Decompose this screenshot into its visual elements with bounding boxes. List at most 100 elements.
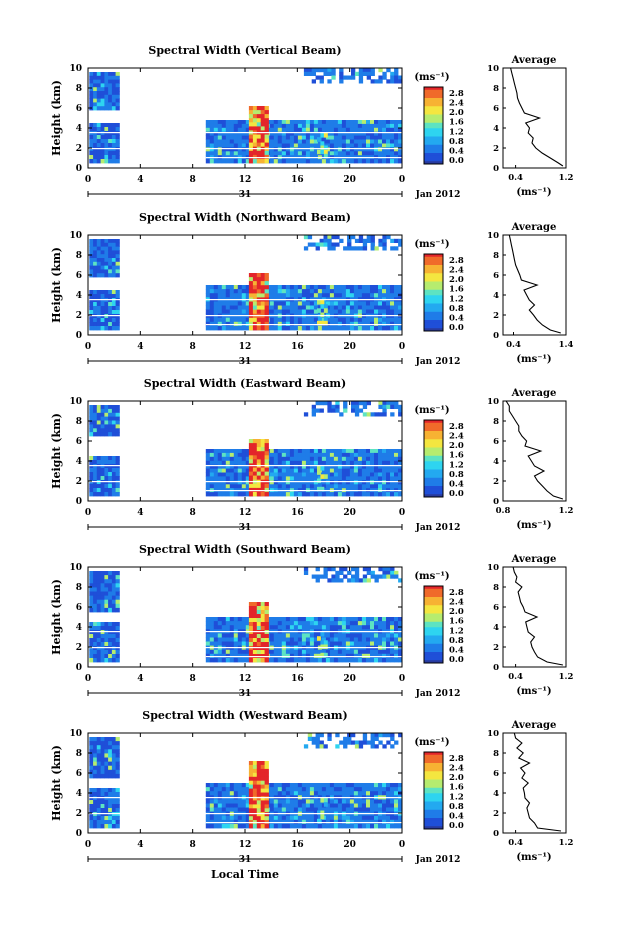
data-cell	[370, 147, 375, 152]
data-cell	[370, 476, 375, 481]
data-cell	[273, 468, 279, 473]
data-cell	[325, 325, 331, 331]
data-cell	[100, 654, 105, 659]
data-cell	[281, 472, 287, 477]
data-cell	[264, 134, 269, 139]
avg-x-axis-label: (ms⁻¹)	[516, 354, 551, 365]
data-region-3	[205, 285, 403, 331]
data-cell	[100, 94, 105, 99]
data-cell	[320, 798, 325, 803]
data-cell	[386, 803, 391, 808]
data-cell	[357, 151, 363, 156]
data-cell	[233, 625, 239, 630]
data-cell	[301, 791, 307, 796]
data-cell	[100, 139, 105, 144]
data-cell	[104, 94, 109, 99]
data-cell	[233, 641, 239, 646]
data-cell	[108, 571, 113, 576]
data-cell	[241, 783, 247, 788]
data-cell	[386, 815, 391, 821]
data-cell	[390, 309, 395, 314]
colorbar-segment	[424, 605, 443, 609]
colorbar-segment	[424, 597, 443, 601]
data-cell	[252, 483, 258, 489]
data-cell	[277, 464, 283, 469]
data-cell	[382, 305, 387, 310]
data-cell	[293, 293, 299, 298]
data-cell	[382, 783, 387, 788]
data-cell	[217, 476, 223, 481]
data-cell	[281, 799, 287, 804]
data-cell	[217, 293, 223, 298]
data-cell	[104, 741, 109, 746]
data-cell	[361, 325, 367, 331]
data-cell	[225, 468, 231, 473]
data-cell	[209, 464, 215, 469]
data-cell	[277, 151, 283, 156]
data-cell	[209, 649, 215, 655]
colorbar-segment	[424, 632, 443, 636]
colorbar-tick-label: 0.4	[449, 811, 464, 821]
data-cell	[225, 787, 231, 792]
data-cell	[264, 622, 269, 627]
data-cell	[264, 650, 269, 655]
data-cell	[241, 147, 247, 152]
data-cell	[345, 480, 351, 485]
data-cell	[256, 483, 262, 489]
data-cell	[370, 803, 375, 808]
colorbar-segment	[424, 142, 443, 146]
data-cell	[252, 317, 258, 323]
data-cell	[237, 617, 243, 622]
data-cell	[111, 405, 117, 410]
data-cell	[264, 325, 269, 331]
data-cell	[93, 626, 98, 631]
colorbar-segment	[424, 306, 443, 310]
data-cell	[260, 784, 265, 789]
data-cell	[305, 464, 311, 469]
data-cell	[104, 428, 109, 433]
data-cell	[111, 155, 117, 160]
data-cell	[269, 151, 275, 156]
data-cell	[345, 135, 351, 140]
data-cell	[293, 123, 299, 129]
data-cell	[378, 79, 383, 84]
data-cell	[398, 139, 403, 144]
data-cell	[285, 641, 291, 646]
data-cell	[301, 139, 307, 144]
data-cell	[319, 68, 324, 73]
data-cell	[361, 135, 367, 140]
data-cell	[366, 235, 371, 240]
data-cell	[337, 143, 343, 148]
data-cell	[323, 316, 328, 322]
data-cell	[104, 472, 109, 477]
data-cell	[115, 75, 120, 80]
data-cell	[370, 733, 375, 738]
data-cell	[386, 464, 391, 469]
data-cell	[293, 460, 299, 466]
data-cell	[104, 650, 109, 655]
data-cell	[111, 261, 117, 266]
data-cell	[329, 476, 335, 481]
data-cell	[329, 649, 335, 655]
data-cell	[305, 147, 311, 152]
data-cell	[260, 467, 265, 472]
data-cell	[217, 285, 223, 290]
data-cell	[256, 134, 262, 139]
data-cell	[233, 621, 239, 626]
data-cell	[323, 149, 328, 155]
data-cell	[333, 649, 339, 655]
data-cell	[313, 309, 319, 314]
data-cell	[96, 139, 101, 144]
data-cell	[260, 150, 265, 156]
data-cell	[378, 404, 383, 409]
data-cell	[111, 808, 117, 813]
data-cell	[111, 824, 117, 829]
data-cell	[313, 472, 319, 477]
data-cell	[277, 783, 283, 788]
data-region-3	[205, 617, 403, 663]
data-cell	[382, 123, 387, 129]
data-cell	[277, 787, 283, 792]
data-cell	[209, 317, 215, 323]
data-cell	[313, 159, 319, 164]
data-cell	[351, 404, 356, 409]
